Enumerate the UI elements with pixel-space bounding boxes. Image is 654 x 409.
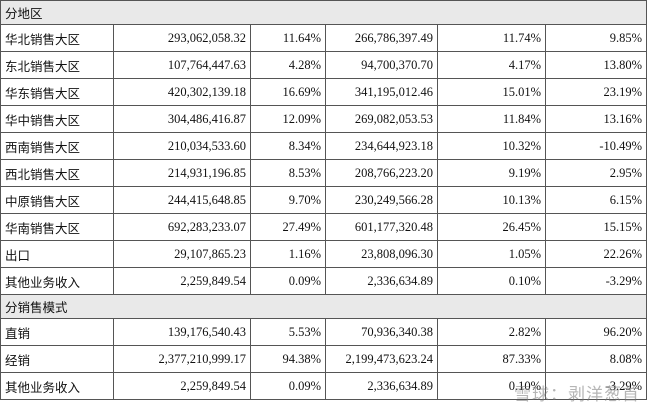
cell: 8.34% xyxy=(250,132,326,160)
cell: 8.53% xyxy=(250,159,326,187)
cell: 214,931,196.85 xyxy=(113,159,251,187)
row-label: 东北销售大区 xyxy=(0,51,114,79)
cell: 12.09% xyxy=(250,105,326,133)
cell: 0.09% xyxy=(250,267,326,295)
cell: 22.26% xyxy=(544,240,648,268)
row-label: 其他业务收入 xyxy=(0,372,114,400)
cell: 304,486,416.87 xyxy=(113,105,251,133)
cell: 11.84% xyxy=(437,105,546,133)
row-label: 其他业务收入 xyxy=(0,267,114,295)
cell: 0.09% xyxy=(250,372,326,400)
data-row: 华北销售大区 293,062,058.32 11.64% 266,786,397.49… xyxy=(0,24,648,52)
cell: 601,177,320.48 xyxy=(325,213,438,241)
cell: 266,786,397.49 xyxy=(325,24,438,52)
cell: 11.64% xyxy=(250,24,326,52)
cell: 269,082,053.53 xyxy=(325,105,438,133)
cell: 1.16% xyxy=(250,240,326,268)
cell: 96.20% xyxy=(544,318,648,346)
data-row: 出口 29,107,865.23 1.16% 23,808,096.30 1.05% 22… xyxy=(0,240,648,268)
cell: 94,700,370.70 xyxy=(325,51,438,79)
cell: 9.85% xyxy=(544,24,648,52)
cell: 29,107,865.23 xyxy=(113,240,251,268)
cell: 26.45% xyxy=(437,213,546,241)
data-row: 东北销售大区 107,764,447.63 4.28% 94,700,370.70 4.… xyxy=(0,51,648,79)
cell: 244,415,648.85 xyxy=(113,186,251,214)
row-label: 直销 xyxy=(0,318,114,346)
cell: 15.01% xyxy=(437,78,546,106)
row-label: 华东销售大区 xyxy=(0,78,114,106)
row-label: 经销 xyxy=(0,345,114,373)
data-row: 其他业务收入 2,259,849.54 0.09% 2,336,634.89 0.10%… xyxy=(0,372,648,400)
row-label: 华中销售大区 xyxy=(0,105,114,133)
cell: 107,764,447.63 xyxy=(113,51,251,79)
section-row: 分销售模式 xyxy=(0,294,648,319)
cell: 70,936,340.38 xyxy=(325,318,438,346)
cell: 2.95% xyxy=(544,159,648,187)
section-title: 分销售模式 xyxy=(0,294,648,319)
cell: -3.29% xyxy=(544,267,648,295)
cell: 293,062,058.32 xyxy=(113,24,251,52)
cell: 9.19% xyxy=(437,159,546,187)
row-label: 出口 xyxy=(0,240,114,268)
cell: 2,336,634.89 xyxy=(325,267,438,295)
data-row: 华东销售大区 420,302,139.18 16.69% 341,195,012.46… xyxy=(0,78,648,106)
cell: 10.13% xyxy=(437,186,546,214)
cell: 234,644,923.18 xyxy=(325,132,438,160)
cell: 2,259,849.54 xyxy=(113,372,251,400)
watermark: 雪球：剥洋葱首 xyxy=(514,385,640,405)
cell: 87.33% xyxy=(437,345,546,373)
row-label: 华北销售大区 xyxy=(0,24,114,52)
data-row: 其他业务收入 2,259,849.54 0.09% 2,336,634.89 0.10%… xyxy=(0,267,648,295)
cell: 13.80% xyxy=(544,51,648,79)
cell: 2.82% xyxy=(437,318,546,346)
cell: 16.69% xyxy=(250,78,326,106)
cell: 13.16% xyxy=(544,105,648,133)
cell: 139,176,540.43 xyxy=(113,318,251,346)
cell: 2,199,473,623.24 xyxy=(325,345,438,373)
row-label: 华南销售大区 xyxy=(0,213,114,241)
cell: 0.10% xyxy=(437,267,546,295)
cell: 5.53% xyxy=(250,318,326,346)
cell: 1.05% xyxy=(437,240,546,268)
cell: 208,766,223.20 xyxy=(325,159,438,187)
cell: 8.08% xyxy=(544,345,648,373)
data-row: 西南销售大区 210,034,533.60 8.34% 234,644,923.18 1… xyxy=(0,132,648,160)
cell: 11.74% xyxy=(437,24,546,52)
section-title: 分地区 xyxy=(0,0,648,25)
cell: 2,259,849.54 xyxy=(113,267,251,295)
row-label: 中原销售大区 xyxy=(0,186,114,214)
cell: 4.17% xyxy=(437,51,546,79)
section-row: 分地区 xyxy=(0,0,648,25)
data-row: 西北销售大区 214,931,196.85 8.53% 208,766,223.20 9… xyxy=(0,159,648,187)
cell: 10.32% xyxy=(437,132,546,160)
data-row: 华中销售大区 304,486,416.87 12.09% 269,082,053.53… xyxy=(0,105,648,133)
cell: 6.15% xyxy=(544,186,648,214)
cell: 420,302,139.18 xyxy=(113,78,251,106)
cell: 210,034,533.60 xyxy=(113,132,251,160)
cell: -3.29% xyxy=(544,372,648,400)
cell: 23,808,096.30 xyxy=(325,240,438,268)
cell: 27.49% xyxy=(250,213,326,241)
cell: 94.38% xyxy=(250,345,326,373)
cell: 4.28% xyxy=(250,51,326,79)
cell: 2,377,210,999.17 xyxy=(113,345,251,373)
cell: 15.15% xyxy=(544,213,648,241)
cell: 9.70% xyxy=(250,186,326,214)
cell: 230,249,566.28 xyxy=(325,186,438,214)
cell: 23.19% xyxy=(544,78,648,106)
revenue-table: 分地区 华北销售大区 293,062,058.32 11.64% 266,786,397… xyxy=(0,0,648,400)
row-label: 西南销售大区 xyxy=(0,132,114,160)
row-label: 西北销售大区 xyxy=(0,159,114,187)
data-row: 中原销售大区 244,415,648.85 9.70% 230,249,566.28 1… xyxy=(0,186,648,214)
data-row: 直销 139,176,540.43 5.53% 70,936,340.38 2.82% 9… xyxy=(0,318,648,346)
cell: 2,336,634.89 xyxy=(325,372,438,400)
cell: 341,195,012.46 xyxy=(325,78,438,106)
cell: 692,283,233.07 xyxy=(113,213,251,241)
cell: -10.49% xyxy=(544,132,648,160)
data-row: 经销 2,377,210,999.17 94.38% 2,199,473,623.24… xyxy=(0,345,648,373)
data-row: 华南销售大区 692,283,233.07 27.49% 601,177,320.48… xyxy=(0,213,648,241)
